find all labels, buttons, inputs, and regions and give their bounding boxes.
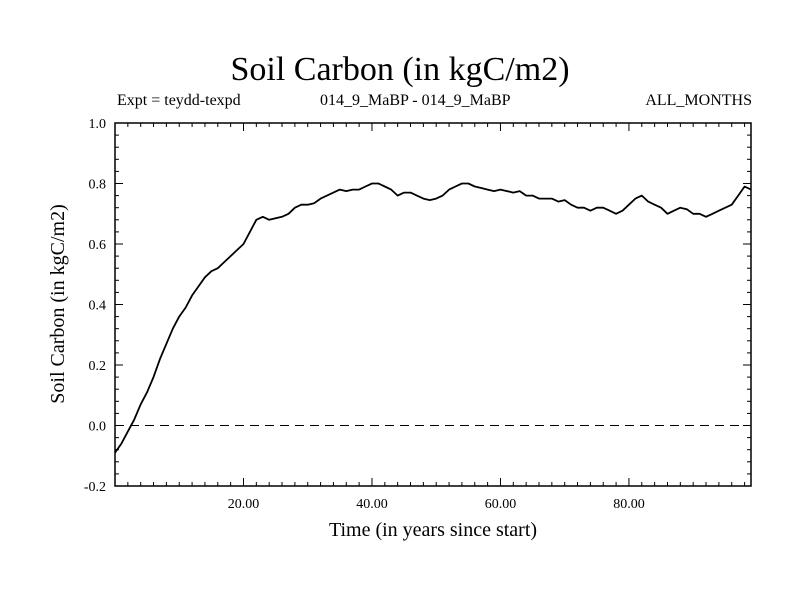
y-tick-label: 0.4 xyxy=(89,299,107,314)
months-label: ALL_MONTHS xyxy=(645,92,752,109)
x-tick-label: 80.00 xyxy=(613,497,645,512)
series-line-soil-carbon xyxy=(114,182,752,454)
y-tick-label: -0.2 xyxy=(84,480,106,495)
y-tick-label: 0.2 xyxy=(89,359,107,374)
x-axis-label: Time (in years since start) xyxy=(329,519,537,541)
y-axis-label: Soil Carbon (in kgC/m2) xyxy=(47,204,69,403)
chart-title: Soil Carbon (in kgC/m2) xyxy=(230,51,570,88)
y-tick-label: 1.0 xyxy=(89,117,107,132)
y-tick-label: 0.6 xyxy=(89,238,107,253)
series-group xyxy=(114,182,752,454)
x-tick-label: 20.00 xyxy=(228,497,260,512)
axis-ticks xyxy=(115,123,751,486)
period-label: 014_9_MaBP - 014_9_MaBP xyxy=(320,92,511,109)
tick-labels: 20.00 40.00 60.00 80.00 -0.2 0.0 0.2 0.4 0.6 0.8 1… xyxy=(84,117,645,512)
experiment-label: Expt = teydd-texpd xyxy=(117,92,241,109)
y-tick-label: 0.8 xyxy=(89,178,107,193)
x-tick-label: 60.00 xyxy=(485,497,517,512)
y-tick-label: 0.0 xyxy=(89,420,107,435)
plot-frame xyxy=(114,122,752,487)
x-tick-label: 40.00 xyxy=(356,497,388,512)
